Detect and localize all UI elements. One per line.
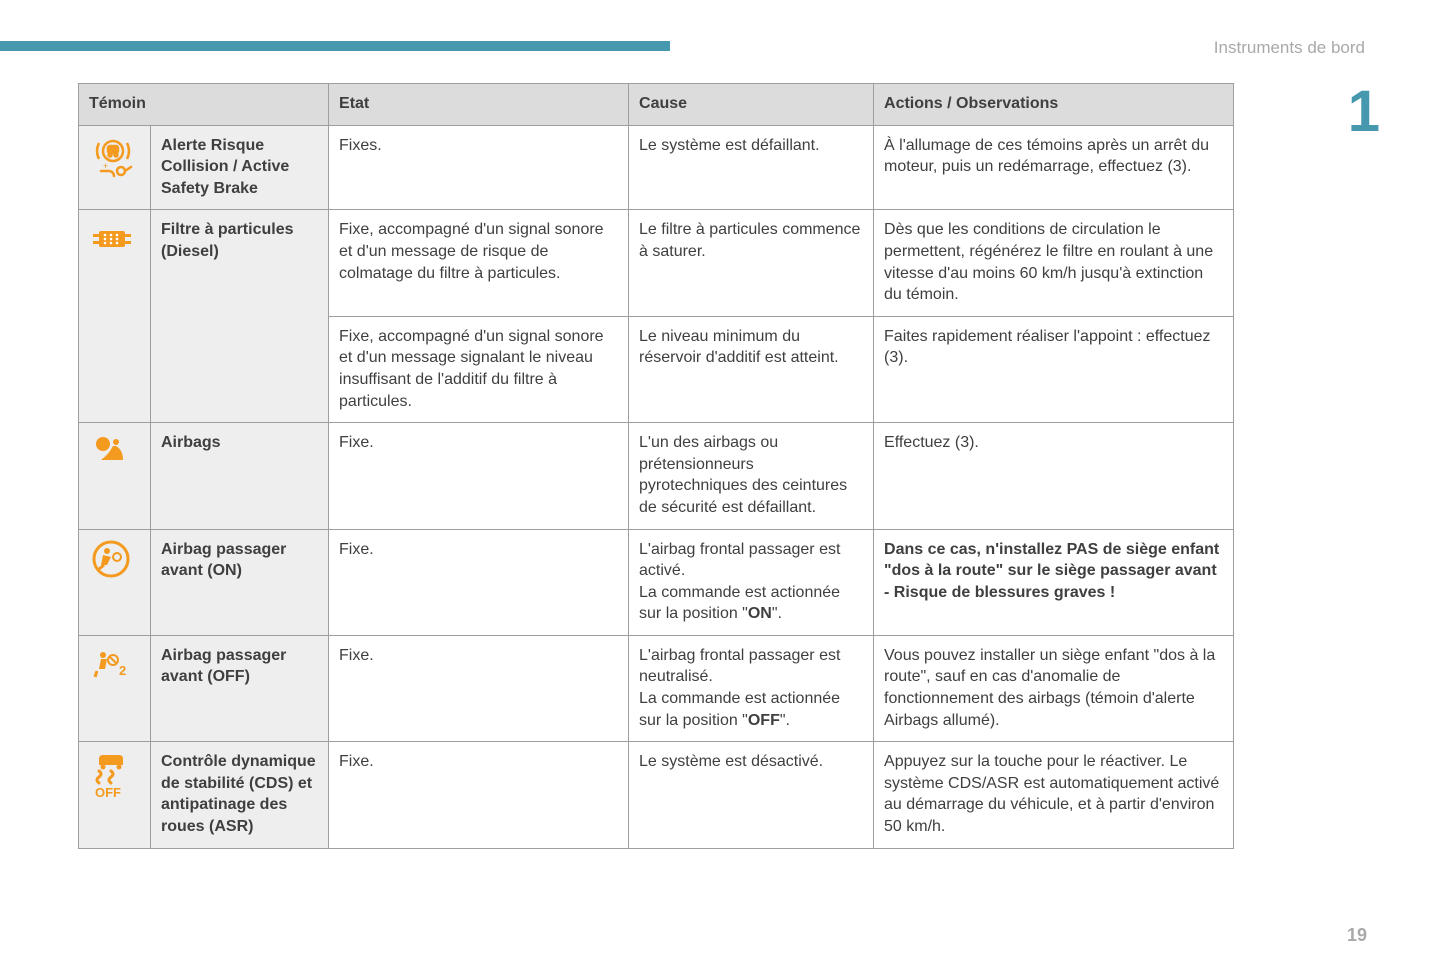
table-row: Airbag passager avant (OFF)Fixe.L'airbag… [79, 635, 1234, 741]
icon-cell [79, 125, 151, 210]
table-row: Alerte Risque Collision / Active Safety … [79, 125, 1234, 210]
label-cell: Airbag passager avant (OFF) [151, 635, 329, 741]
airbag-icon [89, 432, 129, 464]
header-actions: Actions / Observations [874, 84, 1234, 126]
esc-off-icon [89, 751, 133, 801]
etat-cell: Fixe, accompagné d'un signal sonore et d… [329, 210, 629, 316]
table-row: Contrôle dynamique de stabilité (CDS) et… [79, 742, 1234, 848]
icon-cell [79, 210, 151, 423]
table-row: Filtre à particules (Diesel)Fixe, accomp… [79, 210, 1234, 316]
label-cell: Filtre à particules (Diesel) [151, 210, 329, 423]
cause-cell: Le filtre à particules commence à sature… [629, 210, 874, 316]
action-cell: À l'allumage de ces témoins après un arr… [874, 125, 1234, 210]
action-cell: Dès que les conditions de circulation le… [874, 210, 1234, 316]
chapter-number: 1 [1348, 78, 1380, 145]
cause-cell: Le système est désactivé. [629, 742, 874, 848]
etat-cell: Fixe, accompagné d'un signal sonore et d… [329, 316, 629, 422]
action-cell: Effectuez (3). [874, 423, 1234, 529]
page-number: 19 [1347, 925, 1367, 946]
cause-cell: L'airbag frontal passager est activé.La … [629, 529, 874, 635]
table-row: Airbag passager avant (ON)Fixe.L'airbag … [79, 529, 1234, 635]
section-title: Instruments de bord [1214, 38, 1365, 58]
action-cell: Vous pouvez installer un siège enfant "d… [874, 635, 1234, 741]
dpf-icon [89, 219, 137, 259]
label-cell: Contrôle dynamique de stabilité (CDS) et… [151, 742, 329, 848]
cause-cell: L'un des airbags ou prétensionneurs pyro… [629, 423, 874, 529]
airbag-on-icon [89, 539, 133, 583]
table-row: AirbagsFixe.L'un des airbags ou prétensi… [79, 423, 1234, 529]
warning-lights-table: Témoin Etat Cause Actions / Observations… [78, 83, 1234, 849]
table-header-row: Témoin Etat Cause Actions / Observations [79, 84, 1234, 126]
etat-cell: Fixe. [329, 635, 629, 741]
icon-cell [79, 635, 151, 741]
label-cell: Airbags [151, 423, 329, 529]
icon-cell [79, 423, 151, 529]
action-cell: Faites rapidement réaliser l'appoint : e… [874, 316, 1234, 422]
header-temoin: Témoin [79, 84, 329, 126]
etat-cell: Fixe. [329, 529, 629, 635]
action-cell: Appuyez sur la touche pour le réactiver.… [874, 742, 1234, 848]
etat-cell: Fixes. [329, 125, 629, 210]
icon-cell [79, 529, 151, 635]
label-cell: Alerte Risque Collision / Active Safety … [151, 125, 329, 210]
collision-brake-icon [89, 135, 137, 183]
action-cell: Dans ce cas, n'installez PAS de siège en… [874, 529, 1234, 635]
header-cause: Cause [629, 84, 874, 126]
label-cell: Airbag passager avant (ON) [151, 529, 329, 635]
cause-cell: Le niveau minimum du réservoir d'additif… [629, 316, 874, 422]
etat-cell: Fixe. [329, 742, 629, 848]
etat-cell: Fixe. [329, 423, 629, 529]
top-accent-bar [0, 41, 670, 51]
cause-cell: L'airbag frontal passager est neutralisé… [629, 635, 874, 741]
table-body: Alerte Risque Collision / Active Safety … [79, 125, 1234, 848]
airbag-off-icon [89, 645, 133, 681]
icon-cell [79, 742, 151, 848]
cause-cell: Le système est défaillant. [629, 125, 874, 210]
header-etat: Etat [329, 84, 629, 126]
